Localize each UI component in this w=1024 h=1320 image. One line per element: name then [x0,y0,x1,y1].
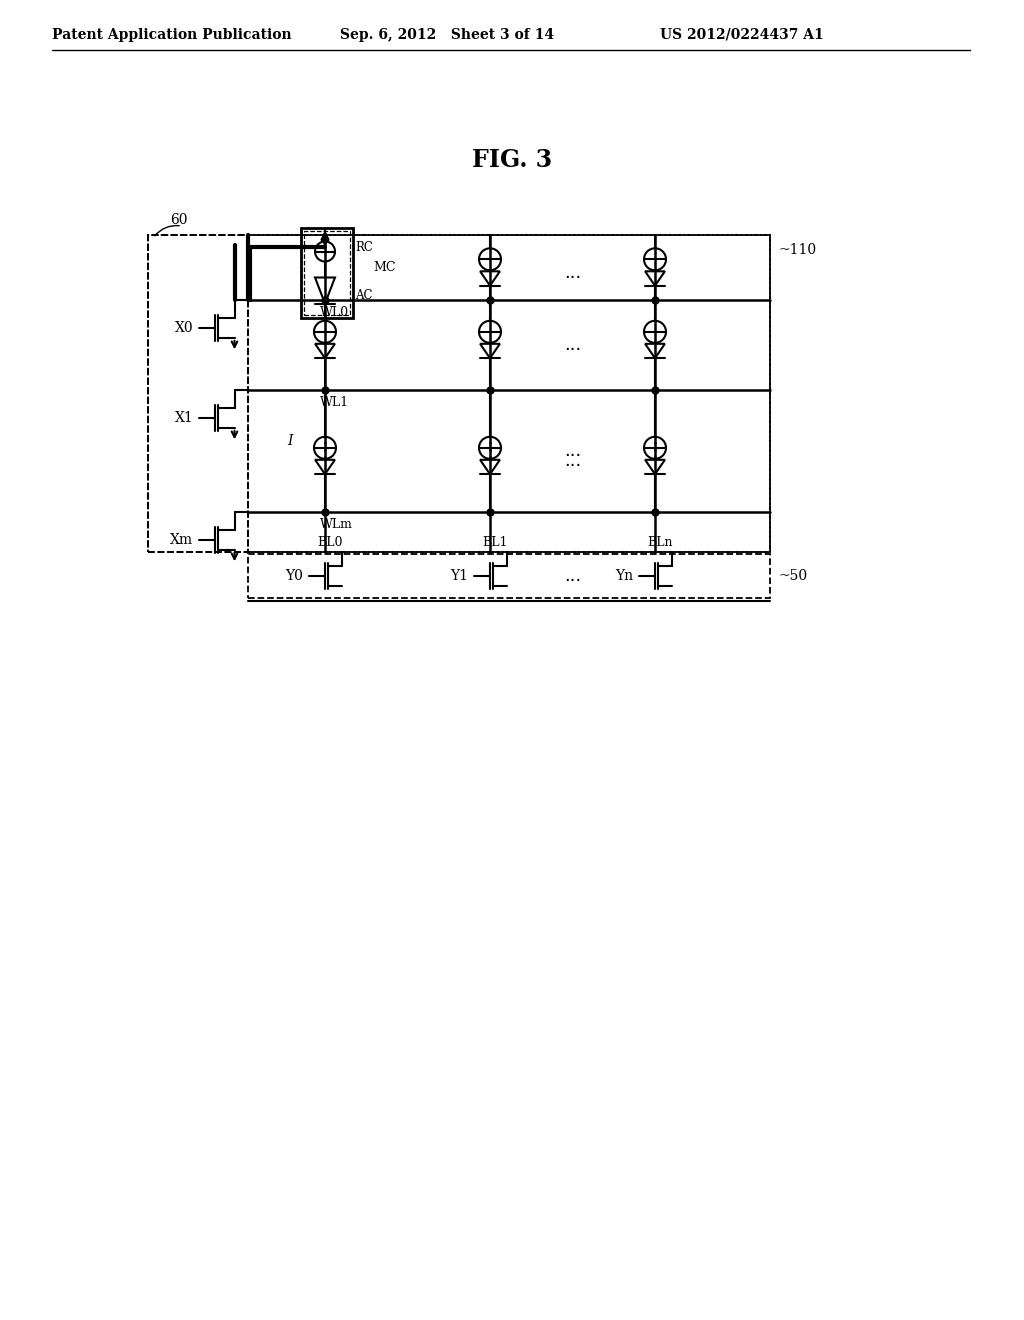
Text: FIG. 3: FIG. 3 [472,148,552,172]
Text: ...: ... [564,568,582,585]
Text: MC: MC [373,261,395,275]
Text: RC: RC [355,242,373,253]
Text: Yn: Yn [615,569,634,583]
Text: ⋮: ⋮ [479,441,501,461]
Text: Sep. 6, 2012   Sheet 3 of 14: Sep. 6, 2012 Sheet 3 of 14 [340,28,554,42]
Bar [148,235,248,552]
Text: X1: X1 [175,411,194,425]
Bar [148,235,770,552]
Text: AC: AC [355,289,373,302]
Text: ~110: ~110 [778,243,816,257]
Bar [304,231,350,314]
Text: ⋮: ⋮ [314,441,336,461]
Text: ...: ... [564,264,582,281]
Text: WLm: WLm [319,517,353,531]
Text: X0: X0 [175,321,194,335]
Text: BL1: BL1 [482,536,508,549]
Bar [248,554,770,598]
Text: Xm: Xm [170,533,194,546]
Text: ...: ... [564,442,582,459]
Text: 60: 60 [170,213,187,227]
Text: US 2012/0224437 A1: US 2012/0224437 A1 [660,28,823,42]
Text: I: I [287,434,293,447]
Text: WL1: WL1 [319,396,349,408]
Text: ⋮: ⋮ [644,441,666,461]
Text: WL0: WL0 [319,305,349,318]
Text: ~50: ~50 [778,569,807,583]
Text: ...: ... [564,451,582,470]
Text: Y0: Y0 [286,569,303,583]
Text: Patent Application Publication: Patent Application Publication [52,28,292,42]
Text: ...: ... [564,337,582,354]
Text: Y1: Y1 [451,569,469,583]
Text: BLn: BLn [647,536,673,549]
Bar [301,227,353,318]
Bar [248,235,770,552]
Text: BL0: BL0 [317,536,342,549]
